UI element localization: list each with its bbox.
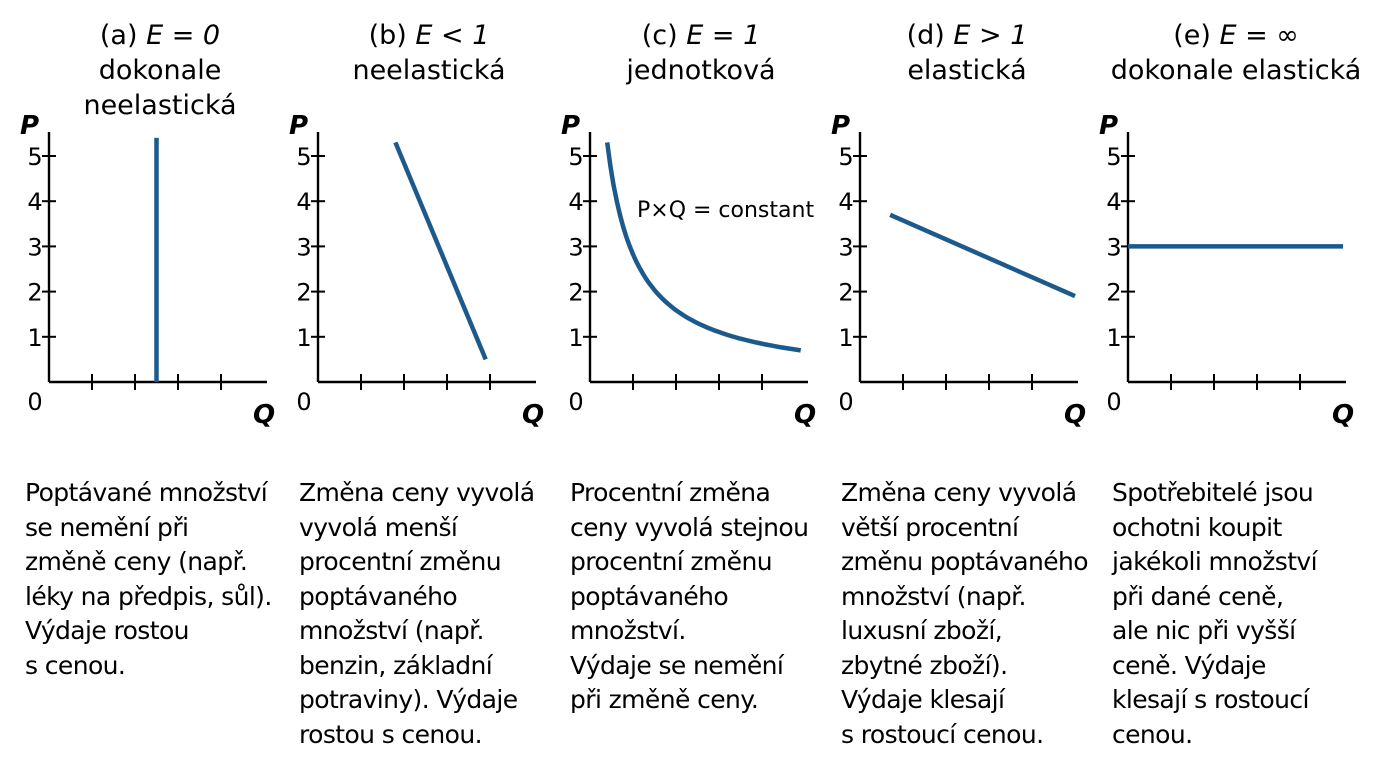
elasticity-label: E < 1 — [415, 20, 489, 51]
y-tick-label: 1 — [568, 324, 583, 352]
y-tick-label: 4 — [568, 188, 583, 216]
origin-label: 0 — [568, 388, 583, 416]
x-axis-label: Q — [794, 400, 816, 430]
panel-title-line: dokonale — [99, 55, 222, 86]
y-tick-label: 4 — [838, 188, 853, 216]
y-tick-label: 5 — [27, 143, 42, 171]
chart-panel-3: (c) E = 1 jednotková P Q 0 1 2 3 4 5 P×Q = constan… — [561, 20, 816, 430]
panel-title-heading: (a) E = 0 — [100, 20, 220, 51]
elasticity-label: E = ∞ — [1219, 20, 1298, 51]
y-tick-label: 3 — [27, 233, 42, 261]
y-tick-label: 3 — [838, 233, 853, 261]
y-axis-label: P — [289, 111, 308, 141]
y-tick-label: 3 — [568, 233, 583, 261]
elasticity-label: E = 1 — [686, 20, 760, 51]
y-tick-label: 4 — [27, 188, 42, 216]
y-tick-label: 2 — [838, 279, 853, 307]
y-tick-label: 5 — [838, 143, 853, 171]
demand-curve — [604, 142, 802, 353]
y-tick-label: 4 — [296, 188, 311, 216]
y-tick-label: 1 — [296, 324, 311, 352]
panel-title-heading: (d) E > 1 — [907, 20, 1028, 51]
x-axis-label: Q — [253, 400, 275, 430]
panel-label: (a) — [100, 20, 146, 51]
origin-label: 0 — [838, 388, 853, 416]
y-tick-label: 5 — [296, 143, 311, 171]
y-axis-label: P — [20, 111, 39, 141]
x-axis-label: Q — [1064, 400, 1086, 430]
panel-title-line: jednotková — [625, 55, 775, 86]
panel-label: (c) — [642, 20, 687, 51]
y-tick-label: 4 — [1106, 188, 1121, 216]
panel-title-heading: (b) E < 1 — [369, 20, 490, 51]
y-axis-label: P — [1099, 111, 1118, 141]
panel-label: (e) — [1173, 20, 1219, 51]
y-tick-label: 5 — [1106, 143, 1121, 171]
y-tick-label: 2 — [1106, 279, 1121, 307]
origin-label: 0 — [296, 388, 311, 416]
panel-title-line: elastická — [907, 55, 1026, 86]
panel-title-line: neelastická — [83, 90, 236, 121]
y-tick-label: 2 — [27, 279, 42, 307]
chart-panel-1: (a) E = 0 dokonale neelastická P Q 0 1 2 3 4 5 — [20, 20, 275, 430]
y-tick-label: 1 — [1106, 324, 1121, 352]
curve-annotation: P×Q = constant — [637, 198, 814, 223]
y-tick-label: 5 — [568, 143, 583, 171]
panel-title-heading: (e) E = ∞ — [1173, 20, 1299, 51]
panel-title-line: dokonale elastická — [1111, 55, 1362, 86]
panel-description: Změna ceny vyvolá vyvolá menší procentní… — [299, 478, 535, 749]
demand-curve — [889, 212, 1076, 299]
y-tick-label: 3 — [296, 233, 311, 261]
chart-panel-5: (e) E = ∞ dokonale elastická P Q 0 1 2 3 4 5 — [1099, 20, 1361, 430]
panel-label: (b) — [369, 20, 416, 51]
origin-label: 0 — [1106, 388, 1121, 416]
y-tick-label: 2 — [568, 279, 583, 307]
x-axis-label: Q — [522, 400, 544, 430]
chart-panel-2: (b) E < 1 neelastická P Q 0 1 2 3 4 5 — [289, 20, 544, 430]
origin-label: 0 — [27, 388, 42, 416]
chart-panel-4: (d) E > 1 elastická P Q 0 1 2 3 4 5 — [831, 20, 1086, 430]
panel-label: (d) — [907, 20, 954, 51]
panel-description: Změna ceny vyvolá větší procentní změnu … — [841, 478, 1089, 749]
panel-title-heading: (c) E = 1 — [642, 20, 761, 51]
y-tick-label: 1 — [838, 324, 853, 352]
demand-curve — [393, 141, 488, 361]
panel-description: Poptávané množství se nemění při změně c… — [25, 478, 272, 680]
y-tick-label: 3 — [1106, 233, 1121, 261]
panel-description: Spotřebitelé jsou ochotni koupit jakékol… — [1112, 478, 1318, 749]
elasticity-label: E > 1 — [953, 20, 1027, 51]
panel-title-line: neelastická — [352, 55, 505, 86]
x-axis-label: Q — [1332, 400, 1354, 430]
panel-description: Procentní změna ceny vyvolá stejnou proc… — [570, 478, 809, 714]
y-axis-label: P — [561, 111, 580, 141]
y-tick-label: 1 — [27, 324, 42, 352]
elasticity-label: E = 0 — [146, 20, 220, 51]
y-tick-label: 2 — [296, 279, 311, 307]
y-axis-label: P — [831, 111, 850, 141]
